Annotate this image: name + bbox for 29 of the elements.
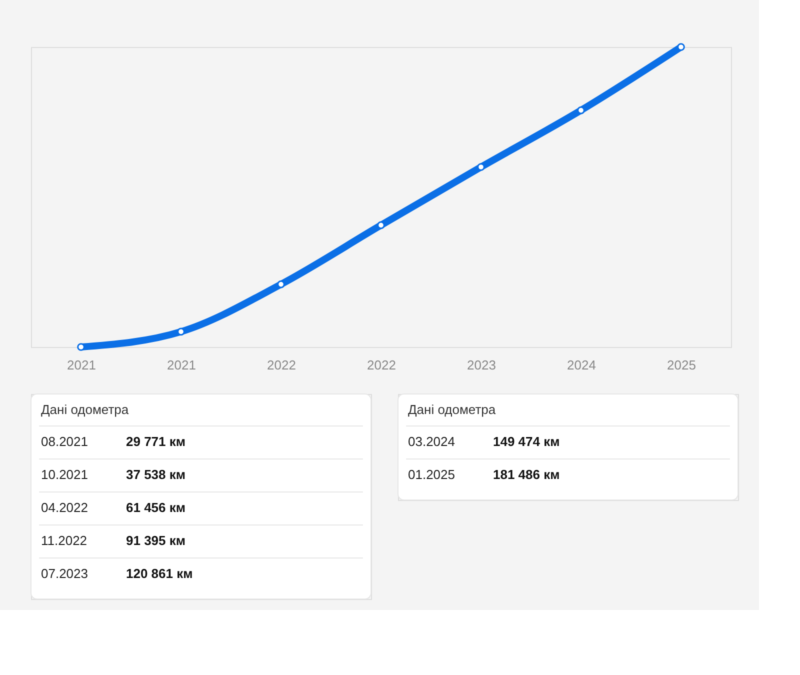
point [477,163,485,171]
text: 10.2021 [41,467,88,482]
text: Дані одометра [408,402,496,417]
text: 29 771 км [126,434,186,449]
x-tick-label: 2021 [167,358,196,372]
point [277,280,285,288]
x-tick-label: 2022 [267,358,296,372]
text: 07.2023 [41,566,88,581]
x-tick-label: 2024 [567,358,596,372]
text: 181 486 км [493,467,560,482]
text: 03.2024 [408,434,455,449]
text: 120 861 км [126,566,193,581]
x-tick-label: 2023 [467,358,496,372]
point [377,221,385,230]
point [577,106,585,114]
text: 01.2025 [408,467,455,482]
text: 11.2022 [41,533,88,548]
x-tick-label: 2021 [67,358,96,372]
text: 08.2021 [41,434,88,449]
text: 04.2022 [41,500,88,515]
text: 37 538 км [126,467,186,482]
text: Дані одометра [41,402,130,417]
text: 149 474 км [493,434,560,449]
x-tick-label: 2022 [367,358,396,372]
point [677,43,685,51]
point [177,328,185,336]
x-tick-label: 2025 [667,358,696,372]
text: 91 395 км [126,533,186,548]
text: 61 456 км [126,500,186,515]
